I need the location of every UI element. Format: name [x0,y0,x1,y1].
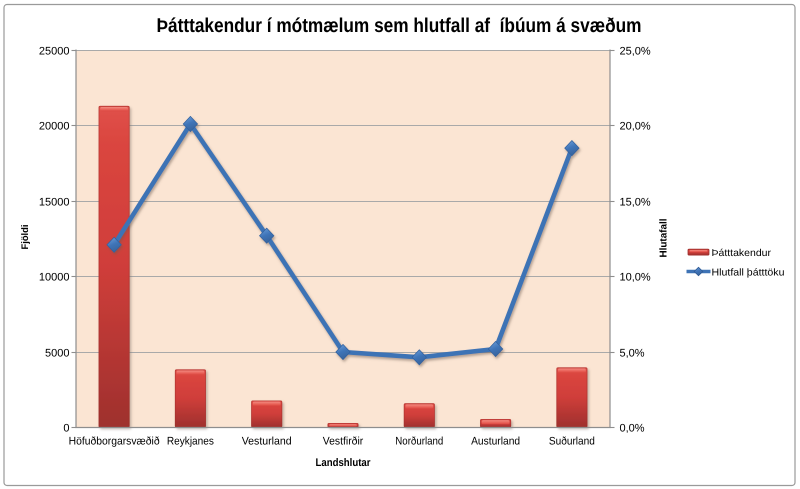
svg-text:Þátttakendur í mótmælum sem hl: Þátttakendur í mótmælum sem hlutfall af … [157,15,642,37]
svg-text:Hlutafall: Hlutafall [659,218,670,257]
svg-text:Fjöldi: Fjöldi [20,225,31,250]
svg-text:Landshlutar: Landshlutar [316,457,372,469]
svg-text:5000: 5000 [45,347,69,359]
svg-text:0,0%: 0,0% [620,422,645,434]
svg-text:15000: 15000 [39,196,70,208]
svg-text:Hlutfall þátttöku: Hlutfall þátttöku [712,267,785,278]
svg-text:Austurland: Austurland [471,436,520,448]
svg-text:20000: 20000 [39,120,70,132]
svg-text:Norðurland: Norðurland [395,436,443,448]
svg-text:Vestfirðir: Vestfirðir [323,436,364,448]
svg-text:Reykjanes: Reykjanes [167,436,214,448]
svg-text:10,0%: 10,0% [620,271,651,283]
svg-text:25,0%: 25,0% [620,45,651,57]
svg-text:10000: 10000 [39,271,70,283]
svg-text:Höfuðborgarsvæðið: Höfuðborgarsvæðið [69,436,160,448]
svg-text:Þátttakendur: Þátttakendur [712,248,772,259]
svg-text:Suðurland: Suðurland [549,436,595,448]
svg-text:25000: 25000 [39,45,70,57]
svg-text:15,0%: 15,0% [620,196,651,208]
svg-text:20,0%: 20,0% [620,120,651,132]
svg-text:5,0%: 5,0% [620,347,645,359]
svg-text:0: 0 [63,422,69,434]
svg-text:Vesturland: Vesturland [242,436,292,448]
